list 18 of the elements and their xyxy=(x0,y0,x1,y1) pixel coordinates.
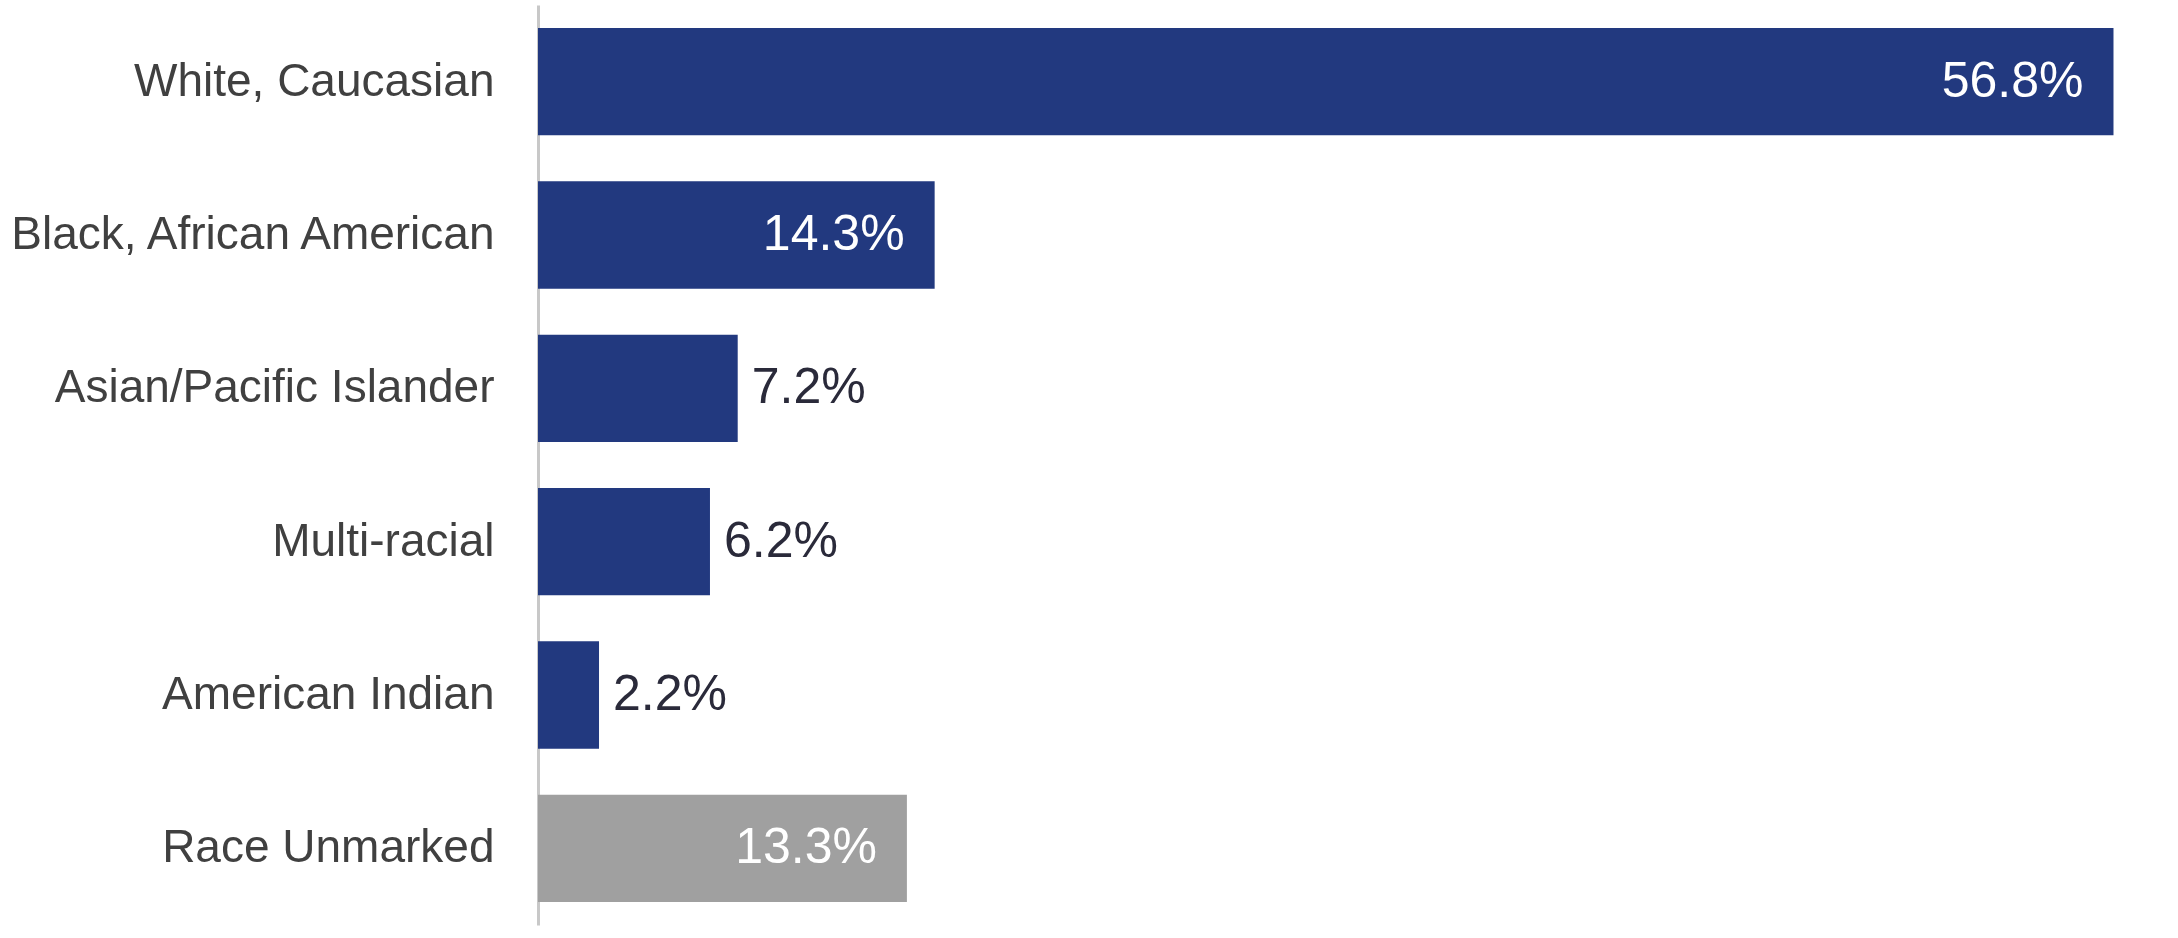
y-tick-label: Multi-racial xyxy=(272,513,495,566)
data-label: 6.2% xyxy=(723,511,838,568)
bar xyxy=(538,334,738,442)
y-tick-label: Race Unmarked xyxy=(162,820,495,873)
bar xyxy=(538,641,600,749)
y-tick-label: Asian/Pacific Islander xyxy=(54,360,495,413)
data-label: 2.2% xyxy=(613,665,727,721)
data-label: 56.8% xyxy=(1941,51,2084,108)
bar xyxy=(538,488,710,596)
bar xyxy=(538,794,907,902)
y-tick-label: White, Caucasian xyxy=(134,53,495,106)
y-tick-label: Black, African American xyxy=(11,207,495,259)
data-label: 7.2% xyxy=(751,358,866,415)
y-tick-label: American Indian xyxy=(162,667,495,719)
data-label: 14.3% xyxy=(762,205,905,261)
data-label: 13.3% xyxy=(735,818,877,875)
bar xyxy=(538,28,2114,136)
bar xyxy=(538,181,935,289)
